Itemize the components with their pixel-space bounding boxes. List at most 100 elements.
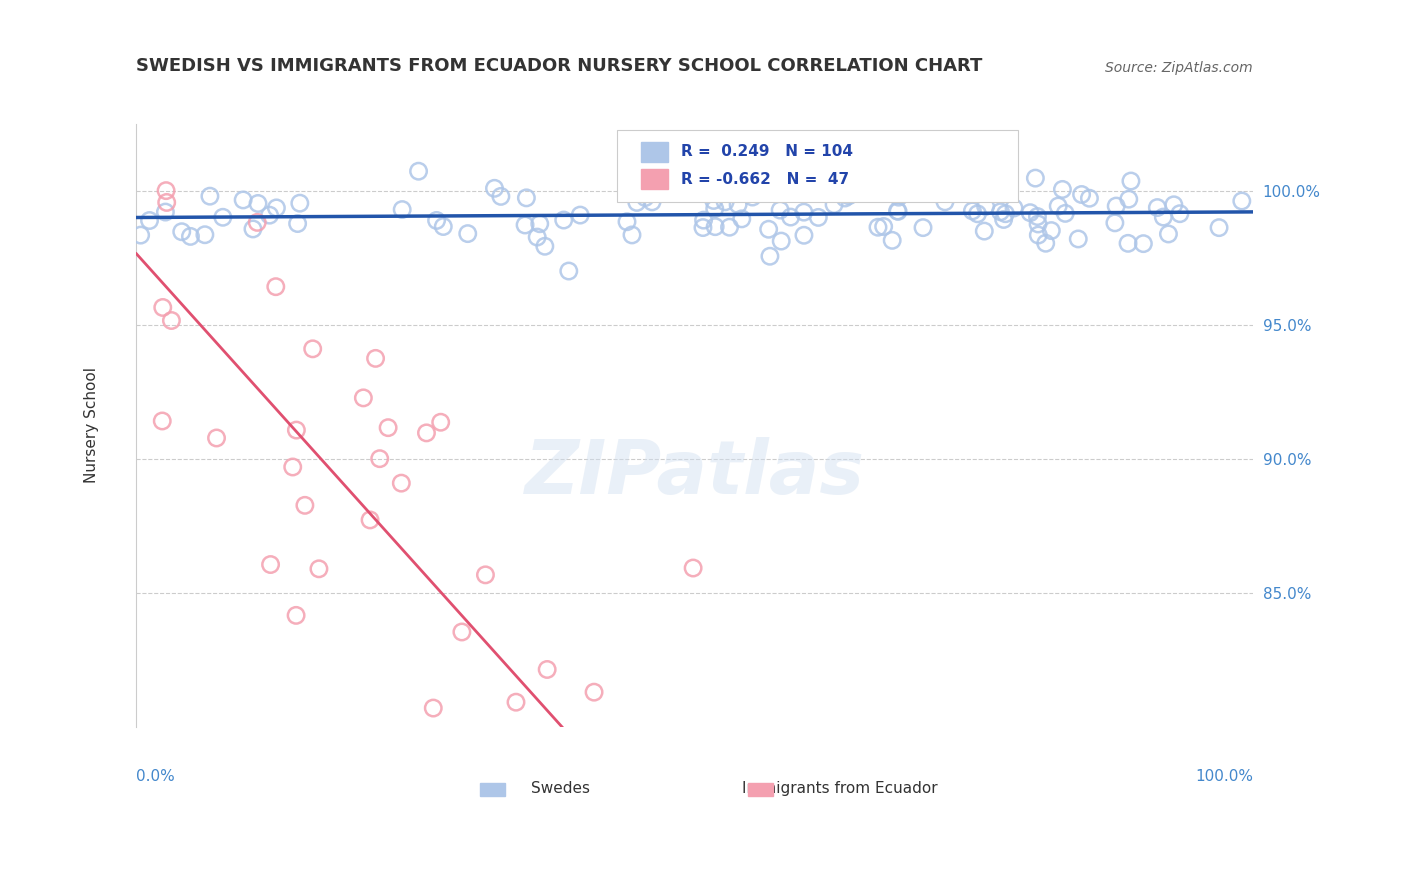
Point (422, 701, 444, 715)
Point (759, 249, 782, 263)
Point (408, 164, 430, 178)
Point (994, 207, 1017, 221)
Point (882, 233, 904, 247)
Point (1024, 171, 1046, 186)
Point (287, 217, 309, 231)
Point (689, 753, 711, 767)
Point (1104, 216, 1126, 230)
Point (659, 880, 682, 892)
Point (451, 624, 474, 639)
Point (150, 414, 173, 428)
Point (285, 608, 308, 623)
Point (529, 217, 551, 231)
Point (936, 181, 959, 195)
Text: 100.0%: 100.0% (1195, 769, 1253, 784)
Point (266, 201, 288, 215)
Text: ZIPatlas: ZIPatlas (524, 437, 865, 510)
Text: Nursery School: Nursery School (84, 368, 100, 483)
Point (1047, 199, 1070, 213)
Point (1026, 217, 1049, 231)
Point (513, 218, 536, 232)
Point (474, 567, 496, 582)
Point (160, 313, 183, 327)
Point (423, 757, 446, 772)
Point (692, 213, 714, 227)
Point (1002, 201, 1025, 215)
Point (703, 202, 725, 216)
Text: SWEDISH VS IMMIGRANTS FROM ECUADOR NURSERY SCHOOL CORRELATION CHART: SWEDISH VS IMMIGRANTS FROM ECUADOR NURSE… (136, 57, 983, 76)
Point (285, 423, 308, 437)
Point (887, 190, 910, 204)
Point (692, 220, 714, 235)
Point (198, 189, 221, 203)
Point (515, 191, 537, 205)
Point (179, 229, 201, 244)
Point (901, 182, 924, 196)
Point (1067, 232, 1090, 246)
Point (823, 197, 845, 211)
Point (1132, 236, 1154, 251)
Point (526, 230, 548, 244)
Point (838, 189, 860, 203)
FancyBboxPatch shape (481, 783, 505, 796)
Text: R = -0.662   N =  47: R = -0.662 N = 47 (682, 171, 849, 186)
Point (583, 685, 606, 699)
Point (510, 796, 533, 810)
Point (432, 219, 454, 234)
Point (620, 227, 643, 242)
Point (709, 867, 731, 881)
Point (1157, 227, 1180, 241)
Point (974, 199, 997, 213)
Point (1208, 220, 1230, 235)
Point (779, 173, 801, 187)
FancyBboxPatch shape (641, 169, 668, 189)
Point (294, 499, 316, 513)
Point (704, 219, 727, 234)
Point (1052, 182, 1074, 196)
Point (569, 208, 592, 222)
Point (758, 222, 780, 236)
Point (553, 213, 575, 227)
Point (264, 279, 287, 293)
FancyBboxPatch shape (748, 783, 773, 796)
Point (911, 220, 934, 235)
Point (129, 228, 152, 243)
Point (352, 391, 374, 405)
Point (897, 178, 920, 193)
Point (641, 194, 664, 209)
Point (779, 210, 801, 224)
Point (170, 225, 193, 239)
Point (856, 176, 879, 190)
Point (205, 431, 228, 445)
Point (429, 415, 451, 429)
Point (1105, 199, 1128, 213)
Point (807, 211, 830, 225)
Point (152, 301, 174, 315)
Text: R =  0.249   N = 104: R = 0.249 N = 104 (682, 145, 853, 160)
Point (872, 219, 894, 234)
Point (973, 224, 995, 238)
Point (281, 460, 304, 475)
Point (1118, 192, 1140, 206)
Text: 0.0%: 0.0% (136, 769, 176, 784)
Point (1152, 210, 1174, 224)
Point (644, 162, 666, 177)
Point (368, 451, 391, 466)
Point (426, 213, 449, 227)
Point (1119, 174, 1142, 188)
Text: Swedes: Swedes (531, 780, 591, 796)
Point (706, 739, 728, 754)
FancyBboxPatch shape (616, 129, 1018, 202)
Point (770, 234, 793, 248)
Point (246, 196, 269, 211)
Point (308, 562, 330, 576)
Point (377, 420, 399, 434)
Point (484, 181, 506, 195)
Point (793, 205, 815, 219)
Point (769, 203, 792, 218)
Point (993, 212, 1015, 227)
Point (682, 561, 704, 575)
Point (1168, 207, 1191, 221)
Point (389, 476, 412, 491)
Point (242, 222, 264, 236)
